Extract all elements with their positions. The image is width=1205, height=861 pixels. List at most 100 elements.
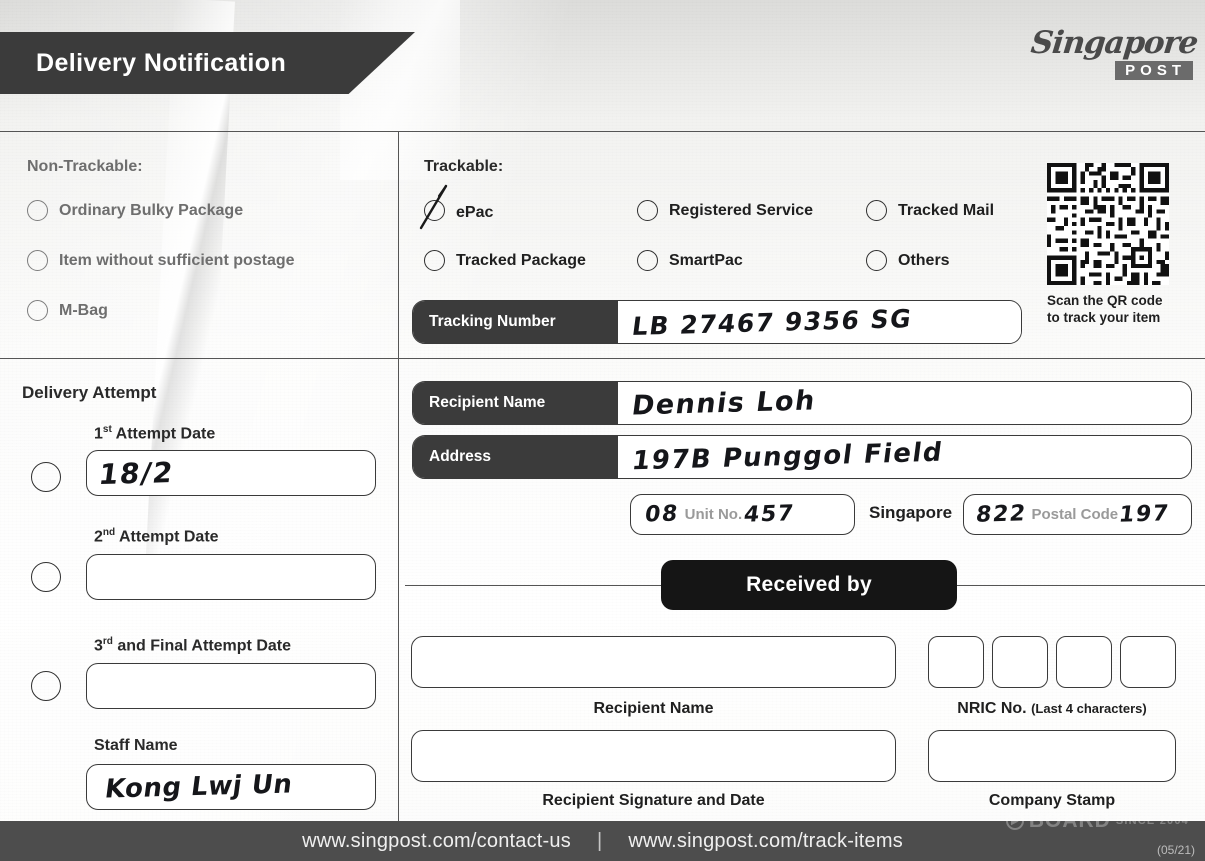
footer-separator: | — [596, 829, 603, 852]
qr-caption-line-1: Scan the QR code — [1047, 293, 1163, 308]
tracking-number-value: LB 27467 9356 SG — [630, 303, 915, 341]
radio-others[interactable] — [866, 250, 887, 271]
recipient-signature-field[interactable] — [411, 730, 896, 782]
logo-post-badge: POST — [1115, 61, 1193, 80]
option-tracked-package[interactable]: Tracked Package — [424, 250, 586, 271]
divider-vertical — [398, 131, 399, 821]
radio-epac[interactable] — [424, 200, 445, 221]
option-label: ePac — [456, 204, 494, 221]
divider-under-header — [0, 131, 1205, 132]
option-registered-service[interactable]: Registered Service — [637, 200, 813, 221]
attempt-2-number: 2 — [94, 528, 103, 546]
country-label: Singapore — [869, 503, 953, 522]
option-ordinary-bulky-package[interactable]: Ordinary Bulky Package — [27, 200, 243, 221]
staff-name-value: Kong Lwj Un — [103, 769, 295, 805]
page-title: Delivery Notification — [36, 49, 287, 77]
nric-box-4[interactable] — [1120, 636, 1176, 688]
radio-smartpac[interactable] — [637, 250, 658, 271]
staff-name-label: Staff Name — [94, 737, 178, 754]
option-item-without-sufficient-postage[interactable]: Item without sufficient postage — [27, 250, 295, 271]
footer-bar: www.singpost.com/contact-us | www.singpo… — [0, 821, 1205, 861]
attempt-1-date-value: 18/2 — [96, 455, 176, 491]
header-banner — [0, 32, 415, 94]
option-others[interactable]: Others — [866, 250, 950, 271]
nric-caption-main: NRIC No. — [957, 700, 1027, 717]
radio-item-without-sufficient-postage[interactable] — [27, 250, 48, 271]
attempt-1-ordinal: st — [102, 424, 112, 435]
attempt-3-label: 3rd and Final Attempt Date — [94, 636, 291, 655]
option-label: SmartPac — [669, 251, 743, 269]
unit-no-suffix-value: 457 — [742, 501, 797, 528]
paper-crease-secondary — [340, 0, 460, 180]
option-label: Registered Service — [669, 201, 814, 219]
tracking-number-field[interactable]: Tracking Number LB 27467 9356 SG — [412, 300, 1022, 344]
radio-attempt-2[interactable] — [31, 562, 61, 592]
recipient-name-value: Dennis Loh — [630, 384, 818, 422]
attempt-2-ordinal: nd — [102, 527, 116, 538]
address-field[interactable]: Address 197B Punggol Field — [412, 435, 1192, 479]
postal-code-prefix-value: 822 — [974, 501, 1029, 528]
recipient-name-field[interactable]: Recipient Name Dennis Loh — [412, 381, 1192, 425]
recipient-name-value-area[interactable]: Dennis Loh — [618, 382, 1191, 424]
form-version: (05/21) — [1156, 843, 1195, 857]
radio-attempt-1[interactable] — [31, 462, 61, 492]
recipient-signature-caption: Recipient Signature and Date — [542, 792, 765, 809]
attempt-2-text: Attempt Date — [115, 528, 219, 546]
logo-script-text: Singapore — [1029, 25, 1199, 61]
qr-caption-line-2: to track your item — [1047, 309, 1161, 325]
qr-code-icon[interactable] — [1047, 163, 1169, 285]
tracking-number-value-area[interactable]: LB 27467 9356 SG — [618, 301, 1021, 343]
radio-attempt-3[interactable] — [31, 671, 61, 701]
unit-no-prefix-value: 08 — [643, 501, 681, 528]
nric-box-2[interactable] — [992, 636, 1048, 688]
qr-code-block: Scan the QR code to track your item — [1047, 163, 1187, 327]
qr-caption: Scan the QR code to track your item — [1047, 293, 1187, 327]
nric-caption: NRIC No. (Last 4 characters) — [928, 700, 1176, 718]
singpost-logo: Singapore POST — [1017, 25, 1199, 94]
address-value-area[interactable]: 197B Punggol Field — [618, 436, 1191, 478]
postal-code-field[interactable]: 822 Postal Code 197 — [963, 494, 1192, 535]
attempt-2-label: 2nd Attempt Date — [94, 527, 219, 546]
attempt-1-text: Attempt Date — [111, 425, 216, 443]
staff-name-field[interactable]: Kong Lwj Un — [86, 764, 376, 810]
nric-caption-sub: (Last 4 characters) — [1031, 701, 1147, 716]
radio-ordinary-bulky-package[interactable] — [27, 200, 48, 221]
footer-link-track-items[interactable]: www.singpost.com/track-items — [628, 829, 903, 852]
address-label: Address — [413, 436, 618, 478]
nric-box-1[interactable] — [928, 636, 984, 688]
option-label: Item without sufficient postage — [59, 251, 295, 269]
option-m-bag[interactable]: M-Bag — [27, 300, 108, 321]
tracking-number-label: Tracking Number — [413, 301, 618, 343]
received-recipient-name-field[interactable] — [411, 636, 896, 688]
trackable-heading: Trackable: — [424, 158, 504, 175]
option-label: Ordinary Bulky Package — [59, 201, 244, 219]
attempt-3-ordinal: rd — [102, 636, 113, 647]
recipient-name-label: Recipient Name — [413, 382, 618, 424]
attempt-3-date-field[interactable] — [86, 663, 376, 709]
company-stamp-field[interactable] — [928, 730, 1176, 782]
option-label: Tracked Mail — [898, 201, 995, 219]
company-stamp-caption: Company Stamp — [988, 792, 1116, 809]
attempt-3-text: and Final Attempt Date — [112, 637, 291, 655]
attempt-1-label: 1st Attempt Date — [94, 424, 215, 443]
address-value: 197B Punggol Field — [630, 437, 946, 477]
nric-box-3[interactable] — [1056, 636, 1112, 688]
option-smartpac[interactable]: SmartPac — [637, 250, 743, 271]
divider-mid — [0, 358, 1205, 359]
radio-tracked-mail[interactable] — [866, 200, 887, 221]
radio-m-bag[interactable] — [27, 300, 48, 321]
option-epac[interactable]: ePac — [419, 184, 494, 230]
option-label: Others — [898, 251, 950, 269]
attempt-1-date-field[interactable]: 18/2 — [86, 450, 376, 496]
received-recipient-name-caption: Recipient Name — [593, 700, 714, 717]
radio-tracked-package[interactable] — [424, 250, 445, 271]
attempt-2-date-field[interactable] — [86, 554, 376, 600]
radio-registered-service[interactable] — [637, 200, 658, 221]
option-tracked-mail[interactable]: Tracked Mail — [866, 200, 994, 221]
footer-link-contact-us[interactable]: www.singpost.com/contact-us — [302, 829, 571, 852]
delivery-attempt-heading: Delivery Attempt — [22, 383, 157, 402]
unit-no-field[interactable]: 08 Unit No. 457 — [630, 494, 855, 535]
option-label: M-Bag — [59, 301, 108, 319]
unit-no-label: Unit No. — [684, 506, 743, 523]
